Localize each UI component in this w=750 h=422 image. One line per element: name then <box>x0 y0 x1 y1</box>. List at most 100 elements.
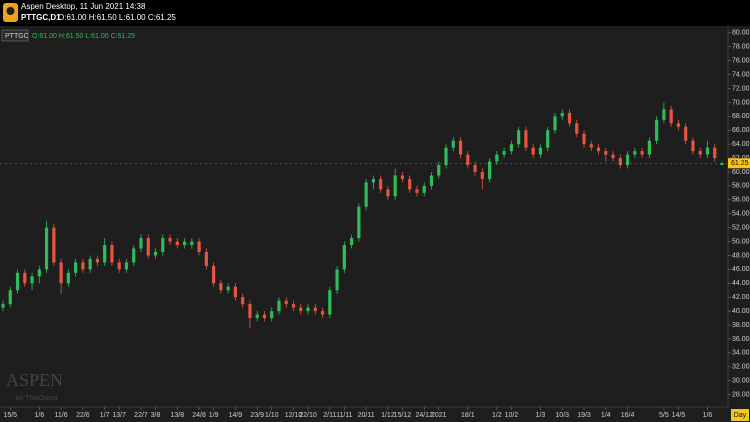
candle-body <box>640 151 644 155</box>
candle-body <box>248 304 252 319</box>
last-price-label: 61.25 <box>731 160 749 167</box>
candle-body <box>705 147 710 155</box>
candle-body <box>37 269 41 277</box>
candle-body <box>466 154 470 166</box>
candle-body <box>1 304 5 308</box>
watermark: ASPEN <box>6 370 63 390</box>
candle-body <box>422 185 426 193</box>
y-tick-label: 38.00 <box>732 322 750 329</box>
candle-body <box>270 311 274 319</box>
candle-body <box>604 151 608 155</box>
symbol: PTTGC,D1 <box>21 13 61 22</box>
x-tick-label: 1/12 <box>381 412 395 419</box>
x-tick-label: 22/6 <box>76 412 90 419</box>
candle-body <box>153 251 158 256</box>
x-tick-label: 14/9 <box>229 412 243 419</box>
x-tick-label: 14/5 <box>672 412 686 419</box>
x-tick-label: 23/9 <box>250 412 264 419</box>
candle-body <box>386 189 390 197</box>
candle-body <box>306 307 310 312</box>
candle-body <box>560 112 564 117</box>
x-tick-label: 19/3 <box>577 412 591 419</box>
candle-body <box>284 300 288 305</box>
candle-body <box>487 161 492 179</box>
candle-body <box>342 245 346 270</box>
candle-body <box>320 311 325 315</box>
x-tick-label: 1/2 <box>492 412 502 419</box>
candle-body <box>262 314 267 319</box>
x-tick-label: 10/3 <box>555 412 569 419</box>
candle-body <box>190 241 194 246</box>
y-tick-label: 76.00 <box>732 58 750 65</box>
x-tick-label: 10/2 <box>505 412 519 419</box>
candle-body <box>720 163 724 166</box>
candle-body <box>575 123 579 134</box>
x-tick-label: 1/7 <box>100 412 110 419</box>
x-tick-label: 22/7 <box>134 412 148 419</box>
candle-body <box>662 109 666 120</box>
candle-body <box>110 245 114 263</box>
candle-body <box>553 116 557 131</box>
candle-body <box>8 290 12 305</box>
x-tick-label: 24/12 <box>415 412 433 419</box>
candle-body <box>691 140 695 152</box>
candle-body <box>429 175 434 186</box>
x-tick-label: 18/1 <box>461 412 475 419</box>
candle-body <box>633 151 637 155</box>
candle-body <box>618 158 622 166</box>
x-tick-label: 13/8 <box>170 412 184 419</box>
x-tick-label: 20/11 <box>358 412 375 419</box>
y-tick-label: 52.00 <box>732 224 750 231</box>
y-tick-label: 74.00 <box>732 71 750 78</box>
x-tick-label: 22/10 <box>299 412 317 419</box>
y-tick-label: 60.00 <box>732 169 750 176</box>
candle-body <box>233 286 238 298</box>
x-tick-label: 15/5 <box>3 412 17 419</box>
candle-body <box>30 276 34 284</box>
x-tick-label: 24/8 <box>192 412 206 419</box>
x-tick-label: 12/10 <box>285 412 303 419</box>
y-tick-label: 64.00 <box>732 141 750 148</box>
candle-body <box>517 130 521 145</box>
candle-body <box>625 154 630 166</box>
x-tick-label: 5/5 <box>659 412 669 419</box>
x-tick-label: 13/7 <box>112 412 126 419</box>
candle-body <box>713 147 717 159</box>
candle-body <box>95 258 100 263</box>
y-tick-label: 66.00 <box>732 127 750 134</box>
last-price-box <box>728 158 750 169</box>
candle-body <box>698 151 702 155</box>
y-tick-label: 50.00 <box>732 238 750 245</box>
timeframe-box <box>731 409 749 421</box>
y-tick-label: 42.00 <box>732 294 750 301</box>
candle-body <box>226 286 230 291</box>
candle-body <box>277 300 281 312</box>
y-tick-label: 56.00 <box>732 197 750 204</box>
candle-body <box>502 151 506 155</box>
y-tick-label: 78.00 <box>732 44 750 51</box>
legend-box <box>1 29 29 42</box>
candle-body <box>480 171 484 179</box>
y-tick-label: 40.00 <box>732 308 750 315</box>
candle-body <box>44 227 49 270</box>
x-tick-label: 15/12 <box>394 412 412 419</box>
y-tick-label: 28.00 <box>732 391 750 398</box>
y-tick-label: 72.00 <box>732 85 750 92</box>
y-tick-label: 30.00 <box>732 377 750 384</box>
candle-body <box>451 140 455 148</box>
watermark-sub: by ThaiQuest <box>16 395 58 402</box>
candle-body <box>379 178 383 190</box>
x-tick-label: 11/6 <box>55 412 68 419</box>
x-tick-label: 1/3 <box>536 412 546 419</box>
x-tick-label: 1/4 <box>601 412 611 419</box>
candle-body <box>168 238 172 242</box>
candle-body <box>23 272 27 284</box>
candle-body <box>124 262 129 270</box>
candle-body <box>66 272 70 284</box>
y-tick-label: 68.00 <box>732 113 750 120</box>
candle-body <box>357 206 361 239</box>
candle-body <box>335 269 339 291</box>
candle-body <box>684 126 688 141</box>
candle-body <box>458 140 463 155</box>
x-tick-label: 16/4 <box>621 412 635 419</box>
